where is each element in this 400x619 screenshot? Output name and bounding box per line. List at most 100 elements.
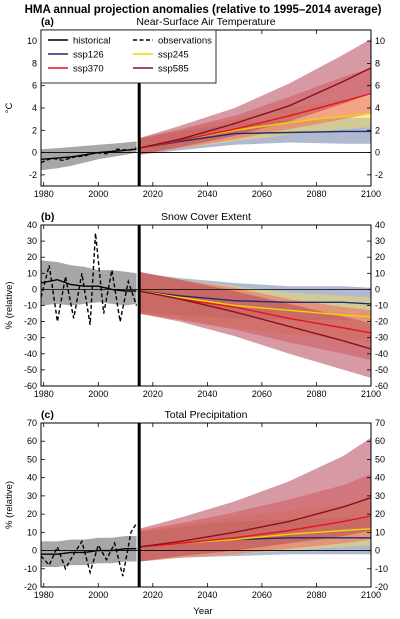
y-tick-label-left: -60 — [24, 381, 37, 391]
ssp585-uncertainty-band — [139, 437, 371, 562]
plot-frame — [40, 422, 372, 588]
x-tick-label: 2100 — [361, 590, 381, 600]
legend-label-historical: historical — [73, 36, 111, 47]
y-axis-label: % (relative) — [4, 481, 15, 529]
ssp370-line — [139, 515, 371, 548]
y-tick-label-right: -20 — [375, 582, 388, 592]
y-tick-label-right: -30 — [375, 333, 388, 343]
legend-label-ssp370: ssp370 — [73, 64, 104, 75]
y-tick-label-left: 10 — [27, 527, 37, 537]
x-tick-label: 2040 — [197, 590, 217, 600]
x-tick-label: 2100 — [361, 189, 381, 199]
ssp245-line — [139, 290, 371, 318]
y-tick-label-left: 6 — [32, 81, 37, 91]
x-axis-label: Year — [193, 606, 212, 617]
x-tick-label: 2080 — [306, 389, 326, 399]
x-tick-label: 2020 — [143, 189, 163, 199]
x-tick-label: 2020 — [143, 590, 163, 600]
panel-letter: (b) — [41, 211, 54, 223]
x-tick-label: 2060 — [252, 189, 272, 199]
x-tick-label: 2100 — [361, 389, 381, 399]
panel-letter: (a) — [41, 16, 54, 28]
y-tick-label-right: -10 — [375, 301, 388, 311]
y-tick-label-left: -2 — [29, 170, 37, 180]
x-tick-label: 2060 — [252, 590, 272, 600]
y-tick-label-right: -50 — [375, 365, 388, 375]
y-tick-label-left: -20 — [24, 582, 37, 592]
y-tick-label-left: 0 — [32, 284, 37, 294]
ssp585-uncertainty-band — [139, 38, 371, 155]
legend-label-ssp245: ssp245 — [158, 50, 189, 61]
y-tick-label-right: 6 — [375, 81, 380, 91]
x-tick-label: 2060 — [252, 389, 272, 399]
y-tick-label-right: 30 — [375, 236, 385, 246]
y-tick-label-right: 60 — [375, 436, 385, 446]
y-tick-label-left: 60 — [27, 436, 37, 446]
plot-area — [41, 437, 371, 577]
y-tick-label-left: 30 — [27, 236, 37, 246]
y-tick-label-right: 40 — [375, 220, 385, 230]
panel-title: Near-Surface Air Temperature — [136, 16, 275, 28]
y-tick-label-left: -40 — [24, 349, 37, 359]
historical-uncertainty-band — [41, 141, 137, 171]
historical-uncertainty-band — [41, 260, 137, 306]
ssp585-line — [139, 67, 371, 149]
observations-line — [41, 522, 138, 577]
y-tick-label-left: 20 — [27, 252, 37, 262]
ssp585-line — [139, 497, 371, 548]
x-tick-label: 2020 — [143, 389, 163, 399]
chart-panel-2: -60 -60 -50 -50 -40 -40 -30 -30 -20 -20 -10 -10 0 0 10… — [4, 211, 388, 399]
y-tick-label-right: 10 — [375, 36, 385, 46]
y-tick-label-right: 40 — [375, 473, 385, 483]
x-tick-label: 1980 — [34, 189, 54, 199]
y-tick-label-right: 10 — [375, 527, 385, 537]
y-tick-label-left: -20 — [24, 317, 37, 327]
x-tick-label: 2000 — [88, 590, 108, 600]
y-tick-label-left: 0 — [32, 546, 37, 556]
y-tick-label-left: 20 — [27, 509, 37, 519]
x-tick-label: 2040 — [197, 389, 217, 399]
x-tick-label: 1980 — [34, 590, 54, 600]
y-tick-label-right: 10 — [375, 268, 385, 278]
observations-line — [41, 147, 137, 164]
x-tick-label: 2080 — [306, 590, 326, 600]
y-tick-label-left: 50 — [27, 454, 37, 464]
y-tick-label-right: 0 — [375, 148, 380, 158]
y-tick-label-left: 2 — [32, 125, 37, 135]
legend-label-ssp126: ssp126 — [73, 50, 104, 61]
y-tick-label-left: 30 — [27, 491, 37, 501]
y-tick-label-right: 2 — [375, 125, 380, 135]
plot-area — [41, 233, 371, 378]
ssp585-line — [139, 290, 371, 350]
y-axis-label: °C — [4, 103, 15, 114]
figure-title: HMA annual projection anomalies (relativ… — [25, 4, 382, 16]
y-tick-label-right: -10 — [375, 564, 388, 574]
y-tick-label-left: 10 — [27, 36, 37, 46]
y-tick-label-left: -50 — [24, 365, 37, 375]
x-tick-label: 2000 — [88, 189, 108, 199]
legend-box — [40, 29, 217, 84]
y-tick-label-left: 40 — [27, 473, 37, 483]
y-tick-label-right: 8 — [375, 58, 380, 68]
y-tick-label-left: -10 — [24, 301, 37, 311]
plot-area — [41, 38, 371, 171]
panel-letter: (c) — [41, 409, 54, 421]
legend-label-observations: observations — [158, 36, 212, 47]
y-tick-label-left: 4 — [32, 103, 37, 113]
y-tick-label-right: 50 — [375, 454, 385, 464]
y-tick-label-right: -40 — [375, 349, 388, 359]
x-tick-label: 2040 — [197, 189, 217, 199]
ssp585-uncertainty-band — [139, 271, 371, 378]
legend: historical observations ssp126 ssp245 ssp370… — [40, 29, 217, 84]
x-tick-label: 2000 — [88, 389, 108, 399]
y-tick-label-left: 8 — [32, 58, 37, 68]
y-tick-label-left: -10 — [24, 564, 37, 574]
y-tick-label-right: 0 — [375, 284, 380, 294]
y-tick-label-right: -2 — [375, 170, 383, 180]
x-tick-label: 2080 — [306, 189, 326, 199]
ssp126-line — [139, 290, 371, 305]
legend-label-ssp585: ssp585 — [158, 64, 189, 75]
